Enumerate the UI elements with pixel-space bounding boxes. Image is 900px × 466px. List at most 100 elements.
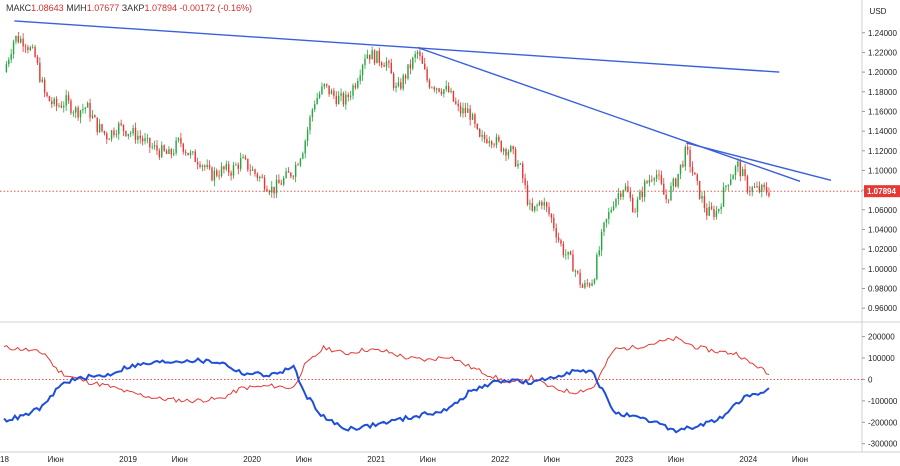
candle-body: [756, 186, 758, 188]
candle-body: [299, 158, 302, 166]
candle-body: [447, 86, 450, 92]
candle-body: [682, 164, 684, 167]
candle-body: [584, 282, 586, 288]
candle-body: [397, 82, 400, 86]
candle-body: [189, 152, 192, 156]
close-label: ЗАКР: [121, 3, 145, 13]
candle-body: [471, 114, 474, 120]
candle-body: [500, 140, 502, 152]
candle-body: [481, 134, 483, 137]
candle-body: [373, 50, 376, 64]
candle-body: [122, 124, 125, 131]
candle-body: [639, 191, 641, 200]
candle-body: [729, 179, 732, 185]
candle-body: [495, 136, 498, 146]
date-tick-label: Июн: [296, 455, 312, 464]
candle-body: [354, 85, 357, 88]
candle-body: [517, 163, 519, 167]
candle-body: [182, 143, 185, 152]
candle-body: [149, 137, 151, 148]
candle-body: [598, 250, 600, 256]
candle-body: [424, 63, 426, 70]
candle-body: [713, 208, 715, 217]
candle-body: [340, 93, 342, 96]
candle-body: [72, 112, 75, 114]
candle-body: [316, 97, 318, 105]
candle-body: [388, 61, 390, 63]
candle-body: [409, 64, 412, 69]
trendline-3: [686, 142, 832, 181]
candle-body: [545, 202, 548, 208]
candle-body: [741, 169, 744, 177]
candle-body: [380, 62, 383, 66]
candle-body: [400, 82, 402, 89]
candle-body: [708, 206, 710, 216]
candle-body: [493, 144, 495, 146]
candle-body: [158, 150, 161, 158]
candle-body: [177, 138, 180, 141]
date-tick-label: Июн: [48, 455, 64, 464]
candle-body: [510, 146, 512, 152]
candle-body: [543, 202, 545, 206]
candle-body: [426, 69, 428, 81]
candle-body: [285, 171, 287, 178]
candle-body: [457, 103, 459, 107]
price-tick-label: 1.06000: [868, 206, 897, 215]
change-value: -0.00172 (-0.16%): [179, 3, 253, 13]
candle-body: [577, 270, 579, 273]
candle-body: [660, 175, 663, 184]
candle-body: [118, 123, 120, 135]
candle-body: [232, 165, 235, 176]
candle-body: [266, 189, 268, 192]
candle-body: [555, 228, 557, 238]
candle-body: [739, 161, 741, 177]
price-tick-label: 0.98000: [868, 284, 897, 293]
candle-body: [244, 156, 247, 159]
candle-body: [433, 87, 436, 90]
candle-body: [588, 283, 591, 286]
candle-body: [438, 88, 440, 92]
candle-body: [89, 102, 91, 118]
candle-body: [412, 57, 414, 69]
candle-body: [404, 75, 407, 79]
candle-body: [553, 217, 555, 229]
candle-body: [691, 166, 694, 173]
candle-body: [290, 172, 292, 177]
candle-body: [615, 199, 617, 207]
candle-body: [352, 85, 354, 96]
candle-body: [10, 54, 12, 60]
candle-body: [211, 167, 213, 181]
candle-body: [247, 158, 249, 170]
candle-body: [459, 106, 462, 114]
candle-body: [385, 61, 388, 67]
price-tick-label: 1.02000: [868, 245, 897, 254]
candle-body: [369, 54, 371, 60]
candle-body: [761, 184, 763, 192]
candle-body: [199, 164, 201, 167]
candle-body: [141, 138, 144, 142]
candle-body: [39, 62, 41, 82]
candle-body: [263, 177, 266, 190]
osc-tick-label: -300000: [868, 440, 898, 449]
candle-body: [328, 85, 330, 95]
candle-body: [765, 187, 768, 193]
candle-body: [569, 251, 572, 255]
candle-body: [677, 173, 679, 187]
candle-body: [665, 194, 667, 200]
candle-body: [734, 166, 737, 176]
candle-body: [624, 186, 627, 191]
candle-body: [280, 183, 283, 185]
candle-body: [622, 190, 624, 197]
candle-body: [125, 130, 127, 136]
candle-body: [335, 95, 337, 105]
candle-body: [519, 163, 522, 165]
candle-body: [488, 141, 490, 144]
candle-body: [8, 59, 10, 65]
candle-body: [435, 88, 438, 90]
min-label: МИН: [66, 3, 87, 13]
candle-body: [646, 181, 648, 183]
candle-body: [727, 184, 730, 186]
candle-body: [180, 138, 182, 144]
candle-body: [526, 185, 529, 205]
candle-body: [763, 184, 765, 188]
